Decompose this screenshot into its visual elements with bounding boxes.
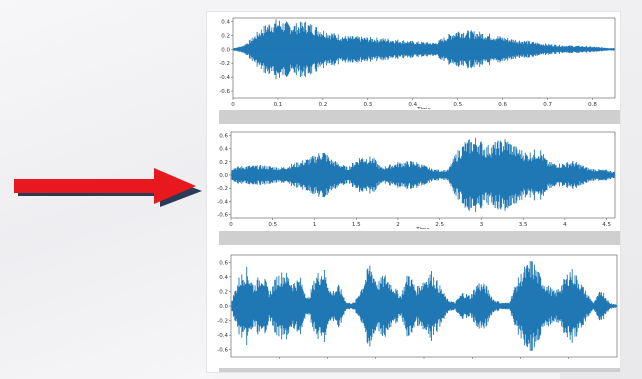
- y-tick-label: 0.2: [219, 160, 228, 166]
- y-tick-label: 0.4: [219, 275, 228, 281]
- x-tick-label: 3: [480, 222, 484, 228]
- x-tick-label: 1: [313, 222, 317, 228]
- waveform-plot-2: 0.6 0.4 0.2 0.0 -0.2 -0.4 -0.6 0 0.5 1 1.5 2 2.5 3 3.5…: [207, 126, 620, 229]
- x-axis-title: Time: [415, 227, 430, 229]
- x-tick-label: 0: [231, 102, 235, 108]
- y-tick-label: 0.0: [219, 173, 228, 179]
- waveform-plot-3: 0.6 0.4 0.2 0.0 -0.2 -0.4 -0.6: [207, 249, 620, 365]
- y-tick-label: -0.4: [217, 199, 228, 205]
- x-axis-title: Time: [416, 107, 431, 109]
- y-tick-label: 0.2: [219, 289, 228, 295]
- y-tick-label: -0.6: [219, 89, 230, 95]
- y-tick-label: -0.4: [219, 75, 230, 81]
- y-tick-label: -0.2: [217, 319, 228, 325]
- x-tick-label: 2.5: [435, 222, 444, 228]
- y-tick-label: -0.6: [217, 348, 228, 354]
- y-tick-label: 0.0: [219, 304, 228, 310]
- x-tick-label: 0.4: [408, 102, 417, 108]
- x-tick-label: 0.1: [274, 102, 283, 108]
- waveform-series: [233, 19, 615, 80]
- separator-bar: [219, 368, 620, 372]
- waveform-series: [231, 137, 615, 213]
- x-tick-label: 0.8: [588, 102, 597, 108]
- x-tick-label: 0.7: [543, 102, 552, 108]
- pointer-arrow: [14, 168, 202, 207]
- waveform-figure: 0.4 0.2 0.0 -0.2 -0.4 -0.6 0 0.1 0.2 0.3 0.4 0.5 0.6…: [207, 12, 620, 372]
- x-tick-label: 0: [229, 222, 233, 228]
- waveform-series: [231, 261, 617, 351]
- y-tick-label: 0.6: [219, 260, 228, 266]
- y-tick-label: -0.4: [217, 333, 228, 339]
- x-tick-label: 4.5: [602, 222, 611, 228]
- y-tick-label: 0.2: [221, 33, 230, 39]
- x-tick-label: 0.5: [453, 102, 462, 108]
- waveform-plot-1: 0.4 0.2 0.0 -0.2 -0.4 -0.6 0 0.1 0.2 0.3 0.4 0.5 0.6…: [207, 12, 620, 109]
- plot-frame: [232, 17, 616, 99]
- x-tick-label: 4: [563, 222, 567, 228]
- x-tick-label: 3.5: [519, 222, 528, 228]
- y-tick-label: -0.2: [219, 61, 230, 67]
- x-tick-label: 0.6: [498, 102, 507, 108]
- y-tick-label: 0.4: [221, 19, 230, 25]
- y-tick-label: -0.2: [217, 186, 228, 192]
- x-tick-label: 1.5: [352, 222, 361, 228]
- x-tick-label: 0.2: [319, 102, 328, 108]
- y-tick-label: 0.0: [221, 47, 230, 53]
- x-tick-label: 0.3: [363, 102, 372, 108]
- x-tick-label: 2: [396, 222, 400, 228]
- x-tick-label: 0.5: [268, 222, 277, 228]
- y-tick-label: 0.4: [219, 147, 228, 153]
- separator-bar: [219, 231, 620, 245]
- y-tick-label: -0.6: [217, 213, 228, 219]
- y-tick-label: 0.6: [219, 133, 228, 139]
- separator-bar: [219, 110, 620, 124]
